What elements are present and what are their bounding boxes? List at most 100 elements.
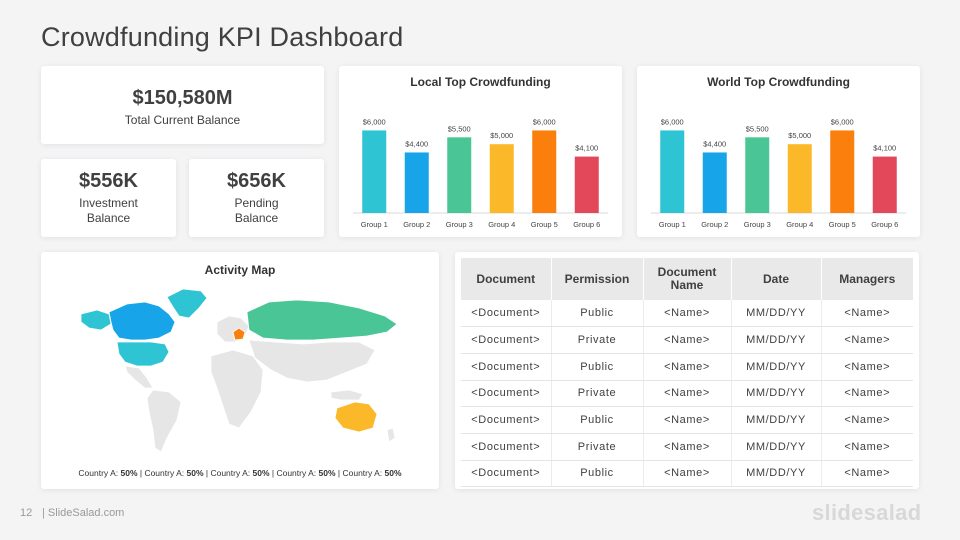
activity-map-card: Activity Map Country A: 50% | Country A:… (41, 252, 439, 489)
table-cell: MM/DD/YY (731, 433, 822, 461)
x-tick-label: Group 6 (871, 220, 898, 229)
page-title: Crowdfunding KPI Dashboard (41, 22, 404, 52)
chart-title: World Top Crowdfunding (707, 75, 850, 89)
table-cell: <Name> (821, 406, 913, 434)
bar (447, 137, 472, 213)
data-label: $6,000 (831, 117, 854, 126)
x-tick-label: Group 2 (403, 220, 430, 229)
x-tick-label: Group 3 (744, 220, 771, 229)
bar (574, 156, 599, 213)
table-cell: <Document> (461, 460, 552, 488)
investment-balance-card: $556K Investment Balance (41, 159, 176, 237)
total-balance-label: Total Current Balance (124, 113, 241, 127)
bar (872, 156, 897, 213)
map-title: Activity Map (204, 263, 276, 277)
table-row: <Document> Public <Name> MM/DD/YY <Name> (461, 353, 913, 381)
asia-region (248, 339, 376, 383)
new-zealand-region (386, 427, 396, 443)
x-tick-label: Group 2 (701, 220, 728, 229)
table-cell: <Name> (643, 326, 732, 354)
column-header: Document (461, 258, 552, 300)
table-cell: MM/DD/YY (731, 326, 822, 354)
investment-balance-label: Investment Balance (79, 196, 138, 225)
table-cell: <Document> (461, 380, 552, 408)
data-label: $6,000 (661, 117, 684, 126)
table-cell: <Name> (821, 353, 913, 381)
data-label: $5,000 (788, 131, 811, 140)
table-cell: <Document> (461, 353, 552, 381)
site-link[interactable]: | SlideSalad.com (42, 507, 125, 519)
table-cell: <Name> (643, 353, 732, 381)
investment-balance-value: $556K (79, 170, 138, 192)
table-cell: <Name> (821, 433, 913, 461)
x-tick-label: Group 4 (786, 220, 813, 229)
table-row: <Document> Public <Name> MM/DD/YY <Name> (461, 406, 913, 434)
alaska-region (80, 309, 112, 331)
local-crowdfunding-chart: Local Top Crowdfunding $6,000 Group 1 $4,4… (339, 66, 622, 237)
table-cell: <Name> (643, 406, 732, 434)
highlighted-country (232, 327, 246, 341)
table-header-row: Document Permission Document Name Date M… (461, 258, 913, 300)
data-label: $4,400 (405, 139, 428, 148)
data-label: $5,500 (746, 124, 769, 133)
column-header: Date (731, 258, 822, 300)
column-header: Permission (551, 258, 644, 300)
bar (702, 152, 727, 213)
x-tick-label: Group 1 (659, 220, 686, 229)
table-cell: <Name> (821, 380, 913, 408)
table-cell: Private (551, 326, 644, 354)
russia-region (246, 299, 398, 341)
legend-item: Country A: 50% (78, 468, 138, 478)
x-tick-label: Group 4 (488, 220, 515, 229)
total-balance-card: $150,580M Total Current Balance (41, 66, 324, 144)
legend-item: Country A: 50% (342, 468, 402, 478)
bar (532, 130, 557, 213)
table-cell: <Document> (461, 433, 552, 461)
table-cell: <Document> (461, 300, 552, 328)
greenland-region (166, 288, 208, 319)
local-bar-chart-svg: $6,000 Group 1 $4,400 Group 2 $5,500 Group 3 $… (353, 117, 608, 229)
pending-balance-card: $656K Pending Balance (189, 159, 324, 237)
legend-item: Country A: 50% (144, 468, 204, 478)
table-row: <Document> Private <Name> MM/DD/YY <Name> (461, 433, 913, 461)
world-crowdfunding-chart: World Top Crowdfunding $6,000 Group 1 $4,4… (637, 66, 920, 237)
page-number: 12 (20, 507, 33, 519)
table-cell: Public (551, 406, 644, 434)
south-america-region (146, 389, 182, 453)
document-table-card: Document Permission Document Name Date M… (455, 252, 919, 489)
bar (830, 130, 855, 213)
chart-title: Local Top Crowdfunding (410, 75, 551, 89)
bar (745, 137, 770, 213)
table-cell: MM/DD/YY (731, 406, 822, 434)
x-tick-label: Group 5 (829, 220, 856, 229)
bar (489, 144, 514, 213)
data-label: $5,000 (490, 131, 513, 140)
table-cell: Private (551, 433, 644, 461)
table-cell: MM/DD/YY (731, 380, 822, 408)
table-row: <Document> Private <Name> MM/DD/YY <Name> (461, 380, 913, 408)
table-cell: <Name> (643, 433, 732, 461)
bar (404, 152, 429, 213)
table-cell: <Name> (821, 460, 913, 488)
table-cell: <Name> (821, 300, 913, 328)
table-cell: <Document> (461, 406, 552, 434)
bar (787, 144, 812, 213)
table-cell: Public (551, 353, 644, 381)
table-cell: <Document> (461, 326, 552, 354)
data-label: $4,100 (575, 144, 598, 153)
bar (362, 130, 387, 213)
map-legend: Country A: 50% | Country A: 50% | Countr… (78, 468, 402, 478)
x-tick-label: Group 6 (573, 220, 600, 229)
world-bar-chart-svg: $6,000 Group 1 $4,400 Group 2 $5,500 Group 3 $… (651, 117, 906, 229)
africa-region (210, 349, 264, 429)
column-header: Document Name (643, 258, 732, 300)
x-tick-label: Group 5 (531, 220, 558, 229)
data-label: $6,000 (533, 117, 556, 126)
canada-region (108, 301, 176, 341)
column-header: Managers (821, 258, 913, 300)
world-map (80, 288, 398, 453)
total-balance-value: $150,580M (132, 87, 233, 109)
table-cell: <Name> (643, 300, 732, 328)
brand-logo: slidesalad (812, 500, 922, 525)
legend-item: Country A: 50% (276, 468, 336, 478)
